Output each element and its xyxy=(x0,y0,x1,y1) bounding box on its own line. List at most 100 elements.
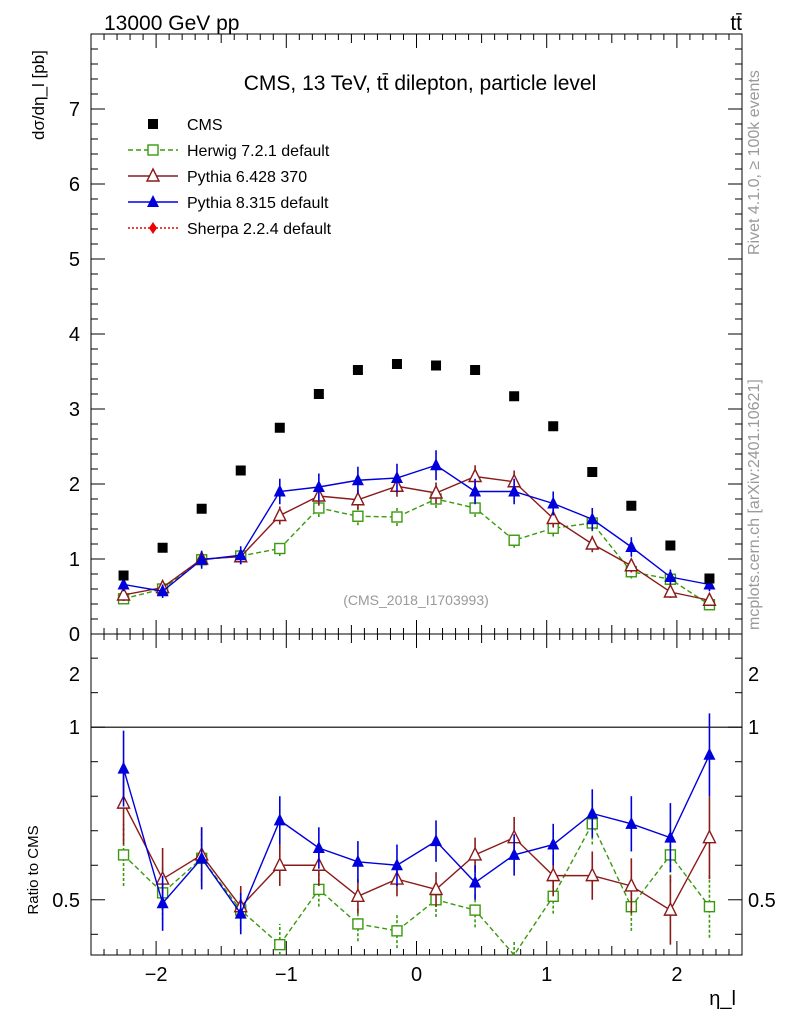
main-point-cms xyxy=(118,570,129,581)
main-point-herwig-7-2-1-default xyxy=(352,510,364,522)
main-point-herwig-7-2-1-default xyxy=(508,534,520,546)
ratio-point-pythia-8-315-default xyxy=(156,896,169,909)
main-point-pythia-6-428-370 xyxy=(428,484,444,499)
main-point-cms xyxy=(548,421,559,432)
main-line-herwig-7-2-1-default xyxy=(123,498,710,606)
main-point-cms xyxy=(431,360,442,371)
main-y-tick-label: 3 xyxy=(69,399,80,421)
main-point-pythia-8-315-default xyxy=(430,458,443,471)
ratio-point-pythia-8-315-default xyxy=(117,761,130,774)
ratio-point-pythia-6-428-370 xyxy=(585,867,600,882)
x-axis-label: η_l xyxy=(709,988,736,1010)
main-point-cms xyxy=(274,422,285,433)
ratio-point-pythia-8-315-default xyxy=(703,747,716,760)
main-point-pythia-8-315-default xyxy=(117,577,130,590)
main-point-pythia-8-315-default xyxy=(469,484,482,497)
legend-marker-pythia-8-315-default xyxy=(147,195,159,207)
main-point-cms xyxy=(665,540,676,551)
main-point-cms xyxy=(704,573,715,584)
ratio-point-pythia-8-315-default xyxy=(430,834,443,847)
main-point-pythia-8-315-default xyxy=(625,540,638,552)
x-tick-label: 2 xyxy=(671,964,682,986)
legend-marker-herwig-7-2-1-default xyxy=(147,144,159,156)
main-point-cms xyxy=(157,542,168,553)
main-point-pythia-8-315-default xyxy=(273,484,286,497)
main-point-cms xyxy=(352,365,363,375)
x-tick-label: −1 xyxy=(275,964,298,986)
ratio-y-tick-label-right: 2 xyxy=(748,664,759,686)
main-point-pythia-8-315-default xyxy=(351,473,364,486)
legend-label-pythia-6-428-370: Pythia 6.428 370 xyxy=(187,169,307,186)
main-point-pythia-8-315-default xyxy=(234,548,247,561)
ratio-point-pythia-6-428-370 xyxy=(546,867,561,882)
legend-marker-sherpa-2-2-4-default xyxy=(149,222,157,234)
main-point-pythia-8-315-default xyxy=(195,552,208,565)
ratio-y-tick-label-right: 0.5 xyxy=(748,890,776,912)
ratio-point-pythia-8-315-default xyxy=(234,906,247,919)
legend-label-sherpa-2-2-4-default: Sherpa 2.2.4 default xyxy=(187,221,332,238)
process-label: tt̄ xyxy=(730,12,742,35)
main-line-pythia-6-428-370 xyxy=(123,475,710,601)
main-point-pythia-8-315-default xyxy=(390,471,403,483)
ratio-point-herwig-7-2-1-default xyxy=(391,925,403,937)
ratio-point-pythia-6-428-370 xyxy=(663,901,678,916)
ratio-point-herwig-7-2-1-default xyxy=(274,938,286,951)
ratio-y-tick-label-right: 1 xyxy=(748,717,759,739)
legend-label-herwig-7-2-1-default: Herwig 7.2.1 default xyxy=(187,143,330,160)
mcplots-label: mcplots.cern.ch [arXiv:2401.10621] xyxy=(746,379,763,630)
main-point-pythia-6-428-370 xyxy=(272,506,287,522)
main-y-tick-label: 5 xyxy=(69,249,80,271)
main-point-pythia-8-315-default xyxy=(508,484,521,497)
legend-marker-pythia-6-428-370 xyxy=(145,167,161,182)
ratio-y-tick-label-left: 2 xyxy=(69,664,80,686)
main-point-pythia-8-315-default xyxy=(586,512,599,525)
ratio-point-pythia-8-315-default xyxy=(390,858,403,871)
x-tick-label: 1 xyxy=(541,964,552,986)
main-point-herwig-7-2-1-default xyxy=(274,542,286,555)
main-y-tick-label: 7 xyxy=(69,99,80,121)
legend-label-pythia-8-315-default: Pythia 8.315 default xyxy=(187,195,329,212)
main-point-cms xyxy=(235,465,246,476)
ratio-point-pythia-8-315-default xyxy=(469,875,482,888)
ratio-point-pythia-8-315-default xyxy=(312,841,325,853)
ratio-point-pythia-8-315-default xyxy=(625,816,638,829)
legend-label-cms: CMS xyxy=(187,117,223,134)
main-point-pythia-6-428-370 xyxy=(702,591,717,606)
ratio-y-axis-label: Ratio to CMS xyxy=(25,825,42,914)
main-y-axis-label: dσ/dη_l [pb] xyxy=(29,50,48,140)
rivet-label: Rivet 4.1.0, ≥ 100k events xyxy=(746,70,763,255)
ratio-point-pythia-8-315-default xyxy=(586,806,599,819)
ratio-point-pythia-6-428-370 xyxy=(350,887,366,903)
main-point-pythia-8-315-default xyxy=(664,570,677,582)
ratio-point-herwig-7-2-1-default xyxy=(703,900,716,913)
main-point-pythia-6-428-370 xyxy=(546,509,561,525)
ratio-line-pythia-8-315-default xyxy=(122,754,711,916)
main-line-pythia-8-315-default xyxy=(123,464,710,592)
main-point-pythia-8-315-default xyxy=(547,496,560,509)
ratio-point-pythia-8-315-default xyxy=(508,847,521,860)
ratio-point-pythia-6-428-370 xyxy=(624,877,639,892)
ratio-point-herwig-7-2-1-default xyxy=(469,904,481,916)
main-point-cms xyxy=(626,500,637,511)
main-point-cms xyxy=(509,391,520,402)
ratio-point-pythia-8-315-default xyxy=(273,813,286,826)
ratio-point-herwig-7-2-1-default xyxy=(352,918,364,930)
ratio-line-herwig-7-2-1-default xyxy=(123,822,711,957)
ratio-panel-frame xyxy=(90,633,743,956)
ratio-point-herwig-7-2-1-default xyxy=(117,849,130,861)
ratio-y-tick-label-left: 0.5 xyxy=(52,890,80,912)
ratio-point-pythia-8-315-default xyxy=(664,830,677,843)
ratio-point-pythia-6-428-370 xyxy=(428,880,444,896)
ratio-point-pythia-8-315-default xyxy=(547,837,560,850)
main-point-cms xyxy=(391,359,402,369)
ratio-point-pythia-8-315-default xyxy=(351,854,364,867)
main-point-cms xyxy=(470,365,481,375)
main-y-tick-label: 1 xyxy=(69,549,80,571)
chart-title: CMS, 13 TeV, tt̄ dilepton, particle leve… xyxy=(244,72,597,95)
ratio-point-pythia-6-428-370 xyxy=(272,856,287,871)
main-point-pythia-8-315-default xyxy=(312,480,325,492)
main-point-herwig-7-2-1-default xyxy=(391,511,403,523)
ratio-point-pythia-8-315-default xyxy=(195,851,208,864)
ratio-line-pythia-6-428-370 xyxy=(122,802,711,912)
